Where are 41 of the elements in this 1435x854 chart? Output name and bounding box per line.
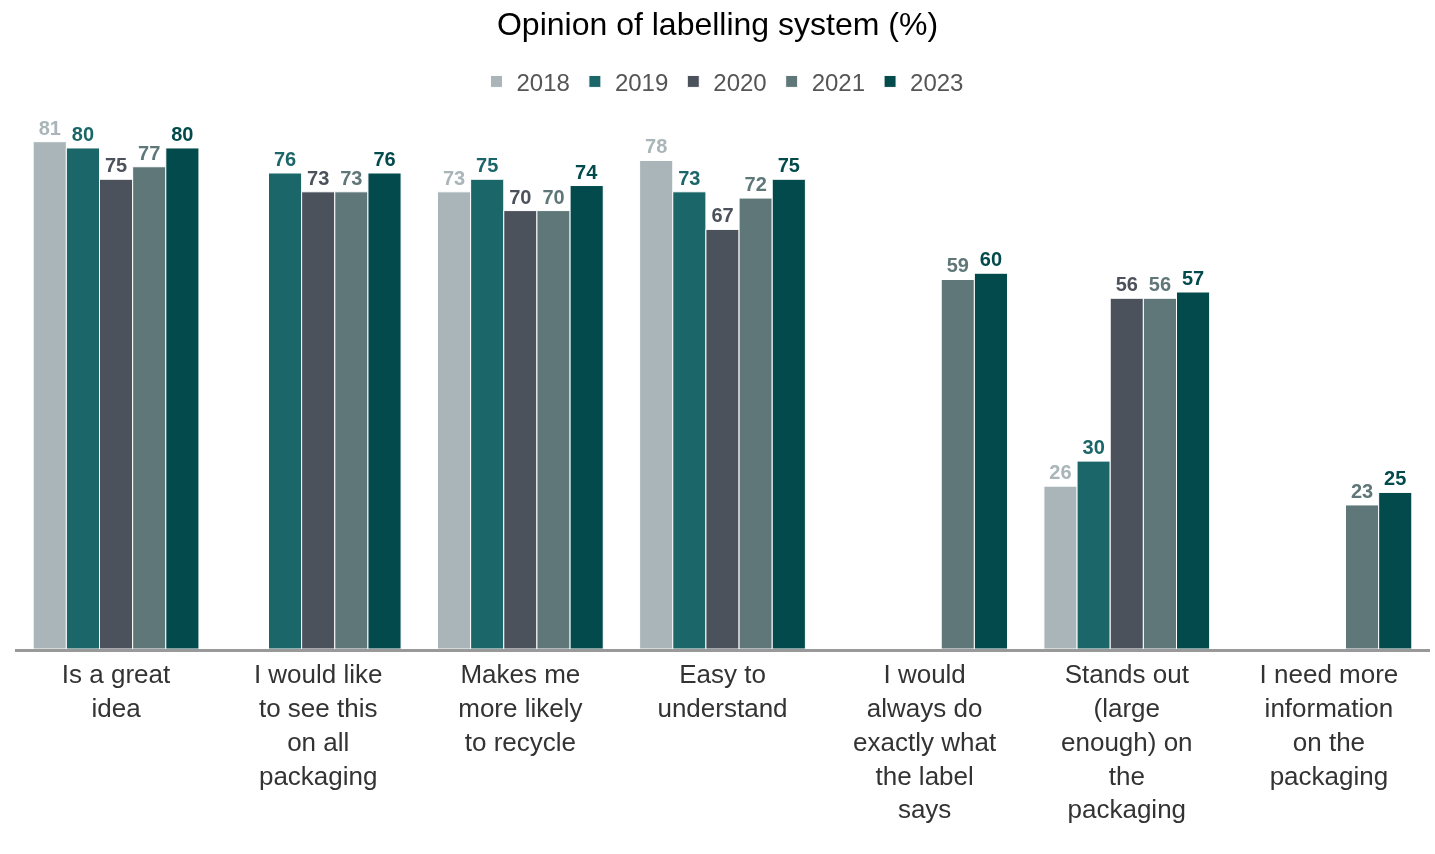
data-label: 70 <box>509 185 532 208</box>
legend-label: 2020 <box>713 68 767 96</box>
data-label: 74 <box>575 160 599 183</box>
data-label: 73 <box>307 166 330 189</box>
chart-title: Opinion of labelling system (%) <box>496 6 939 43</box>
data-label: 78 <box>645 135 668 158</box>
data-label: 80 <box>71 122 95 145</box>
data-label: 75 <box>104 154 128 177</box>
data-label: 72 <box>744 173 767 196</box>
data-label: 30 <box>1082 436 1105 459</box>
x-tick-label: I need more information on the packaging <box>1259 659 1399 791</box>
legend-label: 2019 <box>614 68 669 96</box>
data-label: 80 <box>171 122 194 145</box>
data-label: 59 <box>946 254 969 277</box>
data-label: 75 <box>777 154 800 177</box>
data-label: 23 <box>1350 479 1374 502</box>
data-label: 76 <box>273 148 297 171</box>
x-tick-label: Stands out (large enough) on the packaging <box>1061 659 1193 825</box>
data-label: 73 <box>442 166 466 189</box>
data-label: 75 <box>476 154 499 177</box>
data-label: 76 <box>373 148 396 171</box>
data-label: 73 <box>340 166 363 189</box>
data-label: 73 <box>678 166 701 189</box>
x-tick-label: I would always do exactly what the label says <box>853 659 997 825</box>
x-tick-label: Makes me more likely to recycle <box>458 659 583 757</box>
data-label: 77 <box>138 141 161 164</box>
data-label: 56 <box>1115 273 1138 296</box>
x-tick-label: Easy to understand <box>657 659 788 723</box>
data-label: 70 <box>542 185 565 208</box>
data-label: 67 <box>711 204 734 227</box>
data-label: 56 <box>1148 273 1172 296</box>
x-tick-label: I would like to see this on all packaging <box>253 659 383 791</box>
data-label: 26 <box>1049 461 1072 484</box>
data-label: 25 <box>1384 467 1407 490</box>
legend-label: 2018 <box>516 68 570 96</box>
legend-label: 2023 <box>910 68 964 96</box>
legend-label: 2021 <box>811 68 866 96</box>
data-label: 57 <box>1181 267 1205 290</box>
data-label: 81 <box>38 116 61 139</box>
data-label: 60 <box>979 248 1003 271</box>
x-tick-label: Is a great idea <box>61 659 172 723</box>
